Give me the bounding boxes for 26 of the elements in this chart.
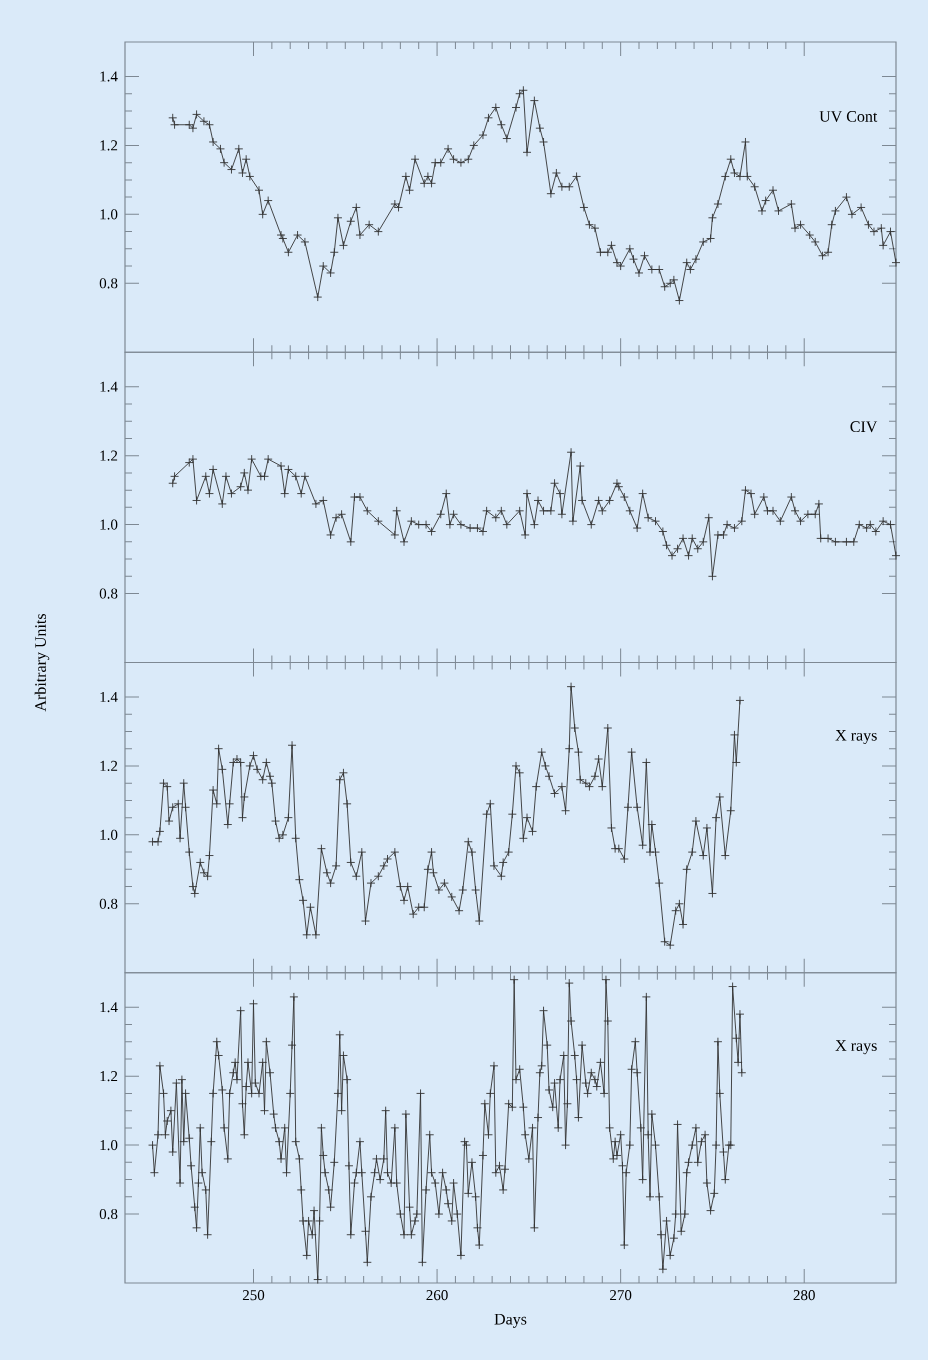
y-tick-label: 1.0	[100, 829, 118, 840]
x-tick-label: 280	[793, 1290, 815, 1301]
y-tick-label: 1.4	[100, 381, 118, 392]
y-tick-label: 1.0	[100, 1140, 118, 1151]
y-tick-label: 0.8	[99, 1208, 118, 1220]
x-tick-label: 260	[426, 1290, 448, 1301]
text: CIV	[850, 421, 878, 433]
y-tick-label: 1.2	[100, 140, 118, 151]
y-tick-label: 0.8	[99, 588, 118, 599]
y-tick-label: 1.4	[100, 1002, 118, 1013]
y-tick-label: 1.2	[100, 760, 118, 771]
text: X rays	[835, 1040, 877, 1055]
x-tick-label: 250	[242, 1290, 265, 1301]
y-tick-label: 0.8	[99, 278, 118, 289]
y-tick-label: 0.8	[99, 898, 118, 909]
y-tick-label: 1.0	[100, 209, 118, 220]
y-tick-label: 1.4	[100, 71, 118, 82]
text: UV Cont	[819, 111, 878, 122]
text: X rays	[835, 730, 877, 744]
x-tick-label: 270	[610, 1290, 632, 1301]
y-tick-label: 1.4	[100, 691, 118, 703]
y-axis-title: Arbitrary Units	[34, 613, 50, 712]
y-tick-label: 1.0	[100, 519, 118, 530]
y-tick-label: 1.2	[100, 1071, 118, 1082]
y-tick-label: 1.2	[100, 450, 118, 461]
x-axis-title: Days	[494, 1313, 527, 1328]
